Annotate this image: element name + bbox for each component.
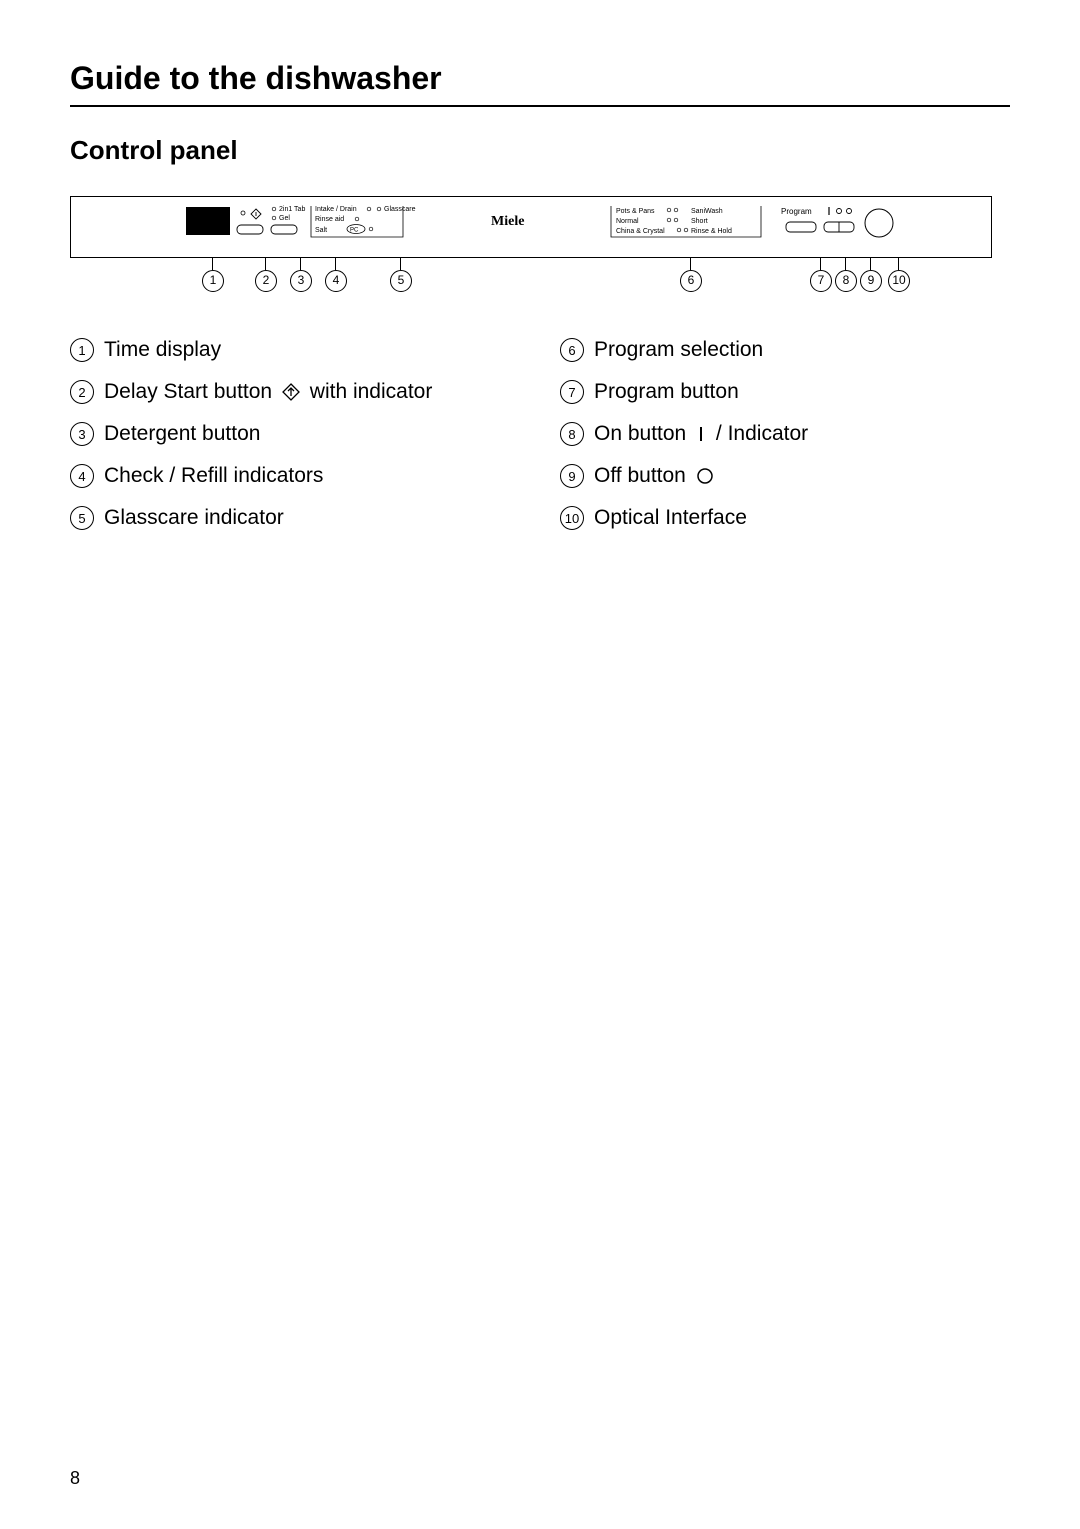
label-china-crystal: China & Crystal bbox=[616, 228, 665, 235]
callout-number: 1 bbox=[202, 270, 224, 292]
legend-number: 4 bbox=[70, 464, 94, 488]
label-program: Program bbox=[781, 207, 812, 216]
legend-text: Check / Refill indicators bbox=[104, 464, 323, 488]
page-title: Guide to the dishwasher bbox=[70, 60, 1010, 97]
label-pc: PC bbox=[350, 228, 359, 234]
callout-line bbox=[898, 258, 899, 270]
legend-number: 7 bbox=[560, 380, 584, 404]
callout-line bbox=[300, 258, 301, 270]
callout-number: 6 bbox=[680, 270, 702, 292]
callout-line bbox=[335, 258, 336, 270]
callout-line bbox=[820, 258, 821, 270]
callout-line bbox=[265, 258, 266, 270]
on-icon bbox=[696, 425, 706, 443]
legend-text: Glasscare indicator bbox=[104, 506, 284, 530]
legend-number: 6 bbox=[560, 338, 584, 362]
legend-number: 1 bbox=[70, 338, 94, 362]
legend-row: 7 Program button bbox=[560, 380, 1010, 404]
legend-row: 4 Check / Refill indicators bbox=[70, 464, 520, 488]
page-number: 8 bbox=[70, 1468, 80, 1489]
panel-svg: 2in1 Tab Gel Intake / Drain Rinse aid Sa… bbox=[71, 197, 991, 257]
label-rinse-hold: Rinse & Hold bbox=[691, 228, 732, 235]
label-saniwash: SaniWash bbox=[691, 208, 723, 215]
callout-number: 10 bbox=[888, 270, 910, 292]
delay-icon bbox=[282, 383, 300, 401]
legend-row: 10 Optical Interface bbox=[560, 506, 1010, 530]
legend: 1 Time display 2 Delay Start button with in… bbox=[70, 338, 1010, 548]
legend-text: Time display bbox=[104, 338, 221, 362]
program-button-shape bbox=[786, 222, 816, 232]
callout-number: 8 bbox=[835, 270, 857, 292]
callout-line bbox=[690, 258, 691, 270]
legend-row: 9 Off button bbox=[560, 464, 1010, 488]
label-salt: Salt bbox=[315, 227, 327, 234]
legend-text: Delay Start button with indicator bbox=[104, 380, 432, 404]
legend-number: 5 bbox=[70, 506, 94, 530]
label-normal: Normal bbox=[616, 218, 639, 225]
callout-number: 5 bbox=[390, 270, 412, 292]
legend-text: Optical Interface bbox=[594, 506, 747, 530]
legend-row: 1 Time display bbox=[70, 338, 520, 362]
label-pots-pans: Pots & Pans bbox=[616, 208, 655, 215]
off-icon bbox=[696, 467, 714, 485]
time-display-icon bbox=[186, 207, 230, 235]
legend-text: On button / Indicator bbox=[594, 422, 808, 446]
legend-text: Off button bbox=[594, 464, 718, 488]
callout-row: 1 234 5 6 789 10 bbox=[70, 258, 990, 298]
callout-number: 2 bbox=[255, 270, 277, 292]
callout-line bbox=[400, 258, 401, 270]
label-rinse-aid: Rinse aid bbox=[315, 216, 344, 223]
legend-number: 3 bbox=[70, 422, 94, 446]
legend-text: Program button bbox=[594, 380, 739, 404]
legend-text: Detergent button bbox=[104, 422, 260, 446]
legend-number: 9 bbox=[560, 464, 584, 488]
label-2in1: 2in1 Tab bbox=[279, 206, 305, 213]
legend-row: 3 Detergent button bbox=[70, 422, 520, 446]
legend-text: Program selection bbox=[594, 338, 763, 362]
detergent-button-shape bbox=[271, 225, 297, 234]
legend-row: 2 Delay Start button with indicator bbox=[70, 380, 520, 404]
legend-number: 8 bbox=[560, 422, 584, 446]
label-intake-drain: Intake / Drain bbox=[315, 206, 357, 213]
legend-col-left: 1 Time display 2 Delay Start button with in… bbox=[70, 338, 520, 548]
title-rule bbox=[70, 105, 1010, 107]
control-panel-diagram: 2in1 Tab Gel Intake / Drain Rinse aid Sa… bbox=[70, 196, 992, 258]
callout-line bbox=[845, 258, 846, 270]
label-glasscare: Glasscare bbox=[384, 206, 416, 213]
callout-number: 4 bbox=[325, 270, 347, 292]
callout-number: 7 bbox=[810, 270, 832, 292]
delay-button-shape bbox=[237, 225, 263, 234]
callout-number: 9 bbox=[860, 270, 882, 292]
legend-row: 8 On button / Indicator bbox=[560, 422, 1010, 446]
legend-row: 5 Glasscare indicator bbox=[70, 506, 520, 530]
label-short: Short bbox=[691, 218, 708, 225]
callout-line bbox=[212, 258, 213, 270]
brand-label: Miele bbox=[491, 214, 524, 229]
subtitle: Control panel bbox=[70, 135, 1010, 166]
legend-number: 2 bbox=[70, 380, 94, 404]
off-button-shape bbox=[865, 209, 893, 237]
label-gel: Gel bbox=[279, 215, 290, 222]
callout-line bbox=[870, 258, 871, 270]
legend-row: 6 Program selection bbox=[560, 338, 1010, 362]
callout-number: 3 bbox=[290, 270, 312, 292]
legend-col-right: 6 Program selection 7 Program button 8 On but… bbox=[560, 338, 1010, 548]
legend-number: 10 bbox=[560, 506, 584, 530]
